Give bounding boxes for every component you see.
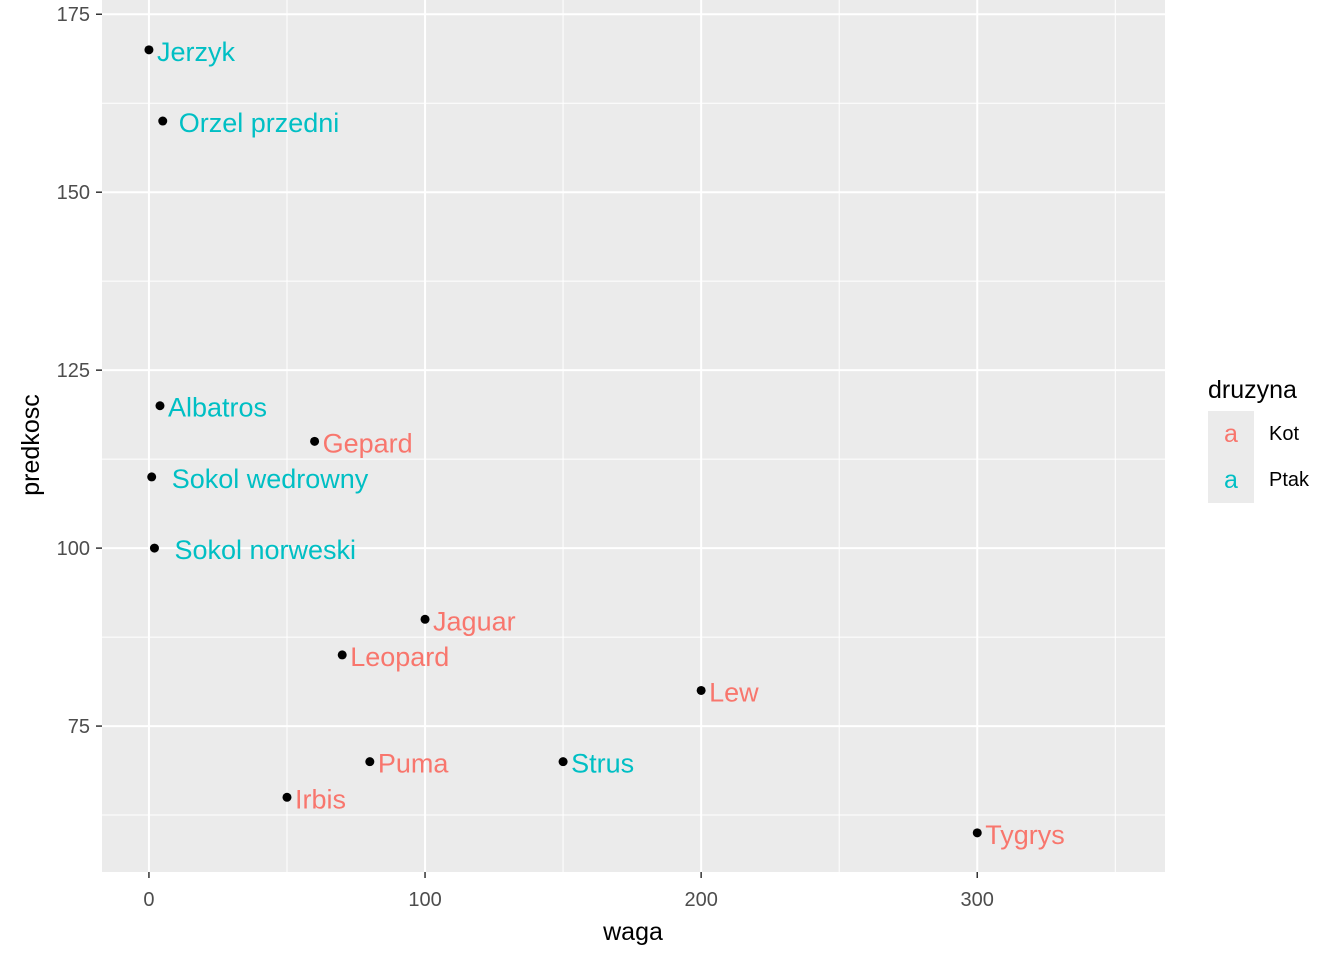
point-gepard: [310, 436, 320, 446]
label-tygrys: Tygrys: [985, 820, 1065, 850]
legend-label-kot: Kot: [1269, 422, 1300, 445]
label-gepard: Gepard: [323, 428, 413, 458]
label-irbis: Irbis: [295, 784, 346, 814]
label-strus: Strus: [571, 749, 634, 779]
point-jerzyk: [144, 45, 154, 55]
legend-item-kot: a Kot: [1208, 411, 1328, 457]
y-axis: 75 100 125 150 175: [57, 4, 102, 738]
y-axis-title: predkosc: [17, 394, 45, 495]
point-albatros: [155, 401, 165, 411]
point-irbis: [282, 792, 292, 802]
legend-label-ptak: Ptak: [1269, 468, 1310, 491]
point-lew: [696, 685, 706, 695]
data-marks: [144, 45, 982, 838]
y-tick-label: 150: [57, 182, 90, 204]
y-tick-label: 75: [68, 716, 90, 738]
legend-key-ptak: a: [1208, 457, 1254, 503]
legend-key-kot: a: [1208, 411, 1254, 457]
label-jerzyk: Jerzyk: [157, 37, 236, 67]
point-strus: [558, 757, 568, 767]
x-tick-label: 200: [684, 889, 717, 911]
legend-title: druzyna: [1208, 376, 1297, 404]
x-axis: 0 100 200 300: [143, 872, 994, 911]
label-orzel-przedni: Orzel przedni: [179, 108, 340, 138]
point-orzel-przedni: [158, 116, 168, 126]
label-leopard: Leopard: [350, 642, 449, 672]
label-sokol-wedrowny: Sokol wedrowny: [172, 464, 369, 494]
minor-gridlines: [102, 0, 1165, 872]
x-tick-label: 300: [961, 889, 994, 911]
label-lew: Lew: [709, 677, 759, 707]
point-sokol-norweski: [149, 543, 159, 553]
y-tick-label: 175: [57, 4, 90, 26]
y-tick-label: 125: [57, 360, 90, 382]
data-labels: Jerzyk Orzel przedni Albatros Gepard Sokol w…: [157, 37, 1065, 850]
point-sokol-wedrowny: [147, 472, 157, 482]
label-sokol-norweski: Sokol norweski: [174, 535, 356, 565]
label-jaguar: Jaguar: [433, 606, 516, 636]
point-tygrys: [972, 828, 982, 838]
point-leopard: [337, 650, 347, 660]
x-axis-title: waga: [602, 918, 663, 946]
major-gridlines: [102, 0, 1165, 872]
y-tick-label: 100: [57, 538, 90, 560]
point-jaguar: [420, 614, 430, 624]
legend-item-ptak: a Ptak: [1208, 457, 1328, 503]
x-tick-label: 0: [143, 889, 154, 911]
label-albatros: Albatros: [168, 393, 267, 423]
legend: druzyna a Kot a Ptak: [1208, 376, 1328, 503]
x-tick-label: 100: [408, 889, 441, 911]
label-puma: Puma: [378, 749, 450, 779]
point-puma: [365, 757, 375, 767]
